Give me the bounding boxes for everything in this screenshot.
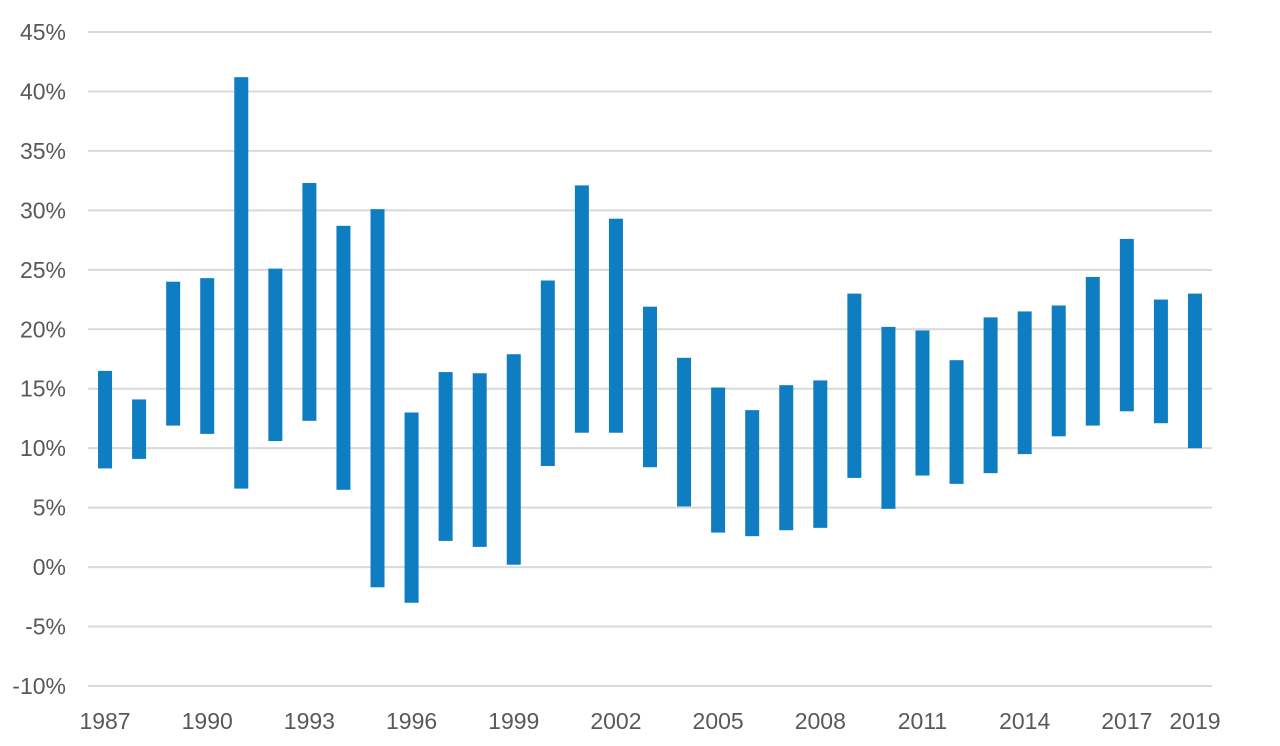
y-tick-label: 25% bbox=[20, 257, 66, 283]
range-bar-1991 bbox=[234, 77, 249, 489]
range-bar-2012 bbox=[949, 360, 964, 484]
range-bar-1989 bbox=[166, 281, 181, 426]
range-bar-2003 bbox=[643, 306, 657, 468]
range-bar-2016 bbox=[1085, 276, 1100, 426]
y-axis-tick-labels: -10% -5% 0% 5% 10% 15% 20% 25% 30% 35% 40% 45% bbox=[12, 19, 66, 699]
range-bar-1999 bbox=[506, 354, 521, 565]
x-tick-label: 2019 bbox=[1169, 708, 1220, 734]
y-tick-label: 30% bbox=[20, 197, 66, 223]
range-bar-1996 bbox=[404, 412, 419, 603]
x-tick-label: 1990 bbox=[182, 708, 233, 734]
range-bar-1987 bbox=[98, 370, 113, 469]
range-bar-2014 bbox=[1017, 311, 1032, 455]
x-tick-label: 1987 bbox=[79, 708, 130, 734]
range-bar-2010 bbox=[881, 326, 896, 509]
range-bar-1998 bbox=[472, 373, 487, 547]
range-bar-1992 bbox=[268, 268, 283, 442]
range-bar-2007 bbox=[779, 385, 794, 531]
y-tick-label: 40% bbox=[20, 78, 66, 104]
range-bar-1988 bbox=[132, 399, 147, 459]
x-tick-label: 2011 bbox=[898, 708, 947, 734]
y-tick-label: -10% bbox=[12, 673, 66, 699]
y-tick-label: -5% bbox=[25, 614, 66, 640]
range-bars bbox=[98, 77, 1202, 603]
range-bar-2006 bbox=[745, 410, 760, 537]
range-bar-2002 bbox=[608, 218, 623, 433]
x-tick-label: 2008 bbox=[795, 708, 846, 734]
x-tick-label: 2005 bbox=[693, 708, 744, 734]
range-bar-2005 bbox=[711, 387, 726, 533]
x-tick-label: 1993 bbox=[284, 708, 335, 734]
range-bar-1990 bbox=[200, 278, 215, 434]
range-bar-1994 bbox=[336, 225, 351, 490]
x-axis-tick-labels: 1987 1990 1993 1996 1999 2002 2005 2008 2011 2014… bbox=[79, 708, 1220, 734]
y-tick-label: 20% bbox=[20, 316, 66, 342]
range-bar-2019 bbox=[1187, 293, 1202, 449]
x-tick-label: 2002 bbox=[590, 708, 641, 734]
x-tick-label: 1999 bbox=[488, 708, 539, 734]
x-tick-label: 2014 bbox=[999, 708, 1050, 734]
x-tick-label: 1996 bbox=[386, 708, 437, 734]
y-tick-label: 0% bbox=[33, 554, 66, 580]
x-tick-label: 2017 bbox=[1101, 708, 1152, 734]
range-bar-2001 bbox=[574, 185, 589, 433]
y-tick-label: 5% bbox=[33, 495, 66, 521]
y-tick-label: 15% bbox=[20, 376, 66, 402]
y-tick-label: 35% bbox=[20, 138, 66, 164]
range-bar-2000 bbox=[540, 280, 555, 467]
range-bar-2013 bbox=[983, 317, 998, 474]
range-bar-2011 bbox=[915, 330, 930, 476]
range-bar-1997 bbox=[438, 372, 453, 541]
range-bar-2015 bbox=[1051, 305, 1066, 437]
y-tick-label: 10% bbox=[20, 435, 66, 461]
range-bar-1995 bbox=[370, 209, 385, 588]
range-bar-2018 bbox=[1153, 299, 1168, 424]
range-bar-1993 bbox=[302, 183, 317, 421]
range-bar-2009 bbox=[847, 293, 862, 478]
range-bar-2008 bbox=[813, 380, 828, 528]
y-tick-label: 45% bbox=[20, 19, 66, 45]
range-bar-2017 bbox=[1119, 238, 1134, 412]
range-bar-2004 bbox=[677, 357, 692, 507]
